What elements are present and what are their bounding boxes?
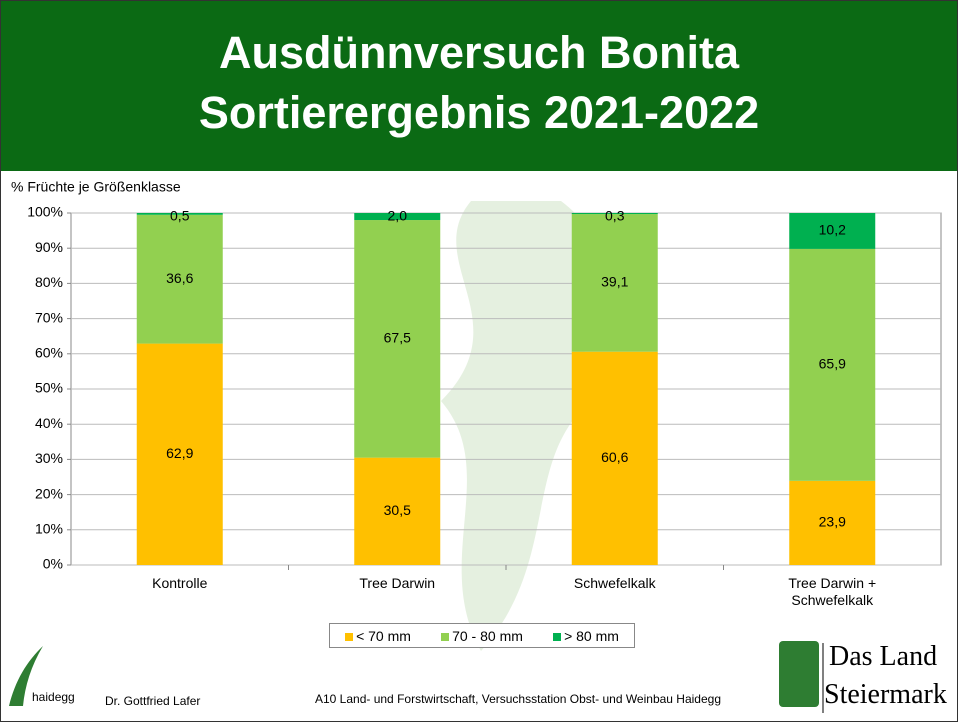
x-tick-label: Schwefelkalk [573, 575, 656, 591]
legend-swatch [553, 632, 562, 641]
legend-swatch [345, 632, 354, 641]
bar-segment [136, 214, 223, 344]
y-tick-label: 30% [35, 450, 63, 466]
brand: Steiermark [824, 679, 947, 710]
y-tick-label: 0% [43, 556, 63, 572]
data-label: 23,9 [819, 514, 846, 530]
bar-segment [354, 213, 441, 221]
data-label: 0,5 [170, 208, 190, 224]
bar-segment [789, 248, 876, 481]
legend-item: < 70 mm [345, 628, 411, 644]
bar-segment [354, 457, 441, 565]
legend-label: < 70 mm [356, 627, 411, 644]
data-label: 67,5 [384, 330, 411, 346]
data-label: 65,9 [819, 356, 846, 372]
logo-text: haidegg [32, 690, 75, 704]
title-line: Ausdünnversuch Bonita [218, 27, 740, 78]
header: Ausdünnversuch Bonita Sortierergebnis 20… [1, 1, 957, 171]
title-line: Sortierergebnis 2021-2022 [198, 87, 760, 138]
y-tick-label: 50% [35, 380, 63, 396]
bar-segment [789, 480, 876, 565]
data-label: 30,5 [384, 502, 411, 518]
y-tick-label: 20% [35, 485, 63, 501]
author: Dr. Gottfried Lafer [105, 694, 201, 708]
legend-label: 70 - 80 mm [452, 627, 523, 644]
x-tick-label: Kontrolle [152, 575, 208, 591]
legend: < 70 mm 70 - 80 mm > 80 mm [329, 623, 635, 648]
bar-segment [136, 343, 223, 565]
watermark [441, 201, 598, 651]
y-tick-label: 80% [35, 274, 63, 290]
brand: Das Land [829, 641, 938, 672]
data-label: 10,2 [819, 222, 846, 238]
x-tick-label: Tree Darwin + Schwefelkalk [788, 575, 877, 608]
bar-segment [136, 213, 223, 215]
bar-segment [571, 213, 658, 215]
y-tick-label: 40% [35, 415, 63, 431]
data-label: 39,1 [601, 274, 628, 290]
data-label: 62,9 [166, 445, 193, 461]
legend-label: > 80 mm [564, 627, 619, 644]
legend-item: > 80 mm [553, 628, 619, 644]
y-tick-label: 70% [35, 309, 63, 325]
data-label: 60,6 [601, 449, 628, 465]
y-tick-label: 90% [35, 239, 63, 255]
y-tick-label: 10% [35, 521, 63, 537]
bar-segment [571, 351, 658, 565]
bar-segment [571, 214, 658, 352]
y-tick-label: 100% [27, 204, 63, 220]
coat-of-arms [779, 641, 819, 707]
x-tick-label: Tree Darwin [359, 575, 436, 591]
data-label: 0,3 [605, 208, 625, 224]
legend-item: 70 - 80 mm [441, 628, 523, 644]
data-label: 2,0 [388, 208, 408, 224]
y-axis-label: % Früchte je Größenklasse [11, 179, 181, 195]
bar-segment [789, 213, 876, 249]
logo [9, 646, 43, 706]
y-tick-label: 60% [35, 345, 63, 361]
bar-segment [354, 220, 441, 458]
institution: A10 Land- und Forstwirtschaft, Versuchss… [315, 692, 722, 706]
data-label: 36,6 [166, 270, 193, 286]
legend-swatch [441, 632, 450, 641]
